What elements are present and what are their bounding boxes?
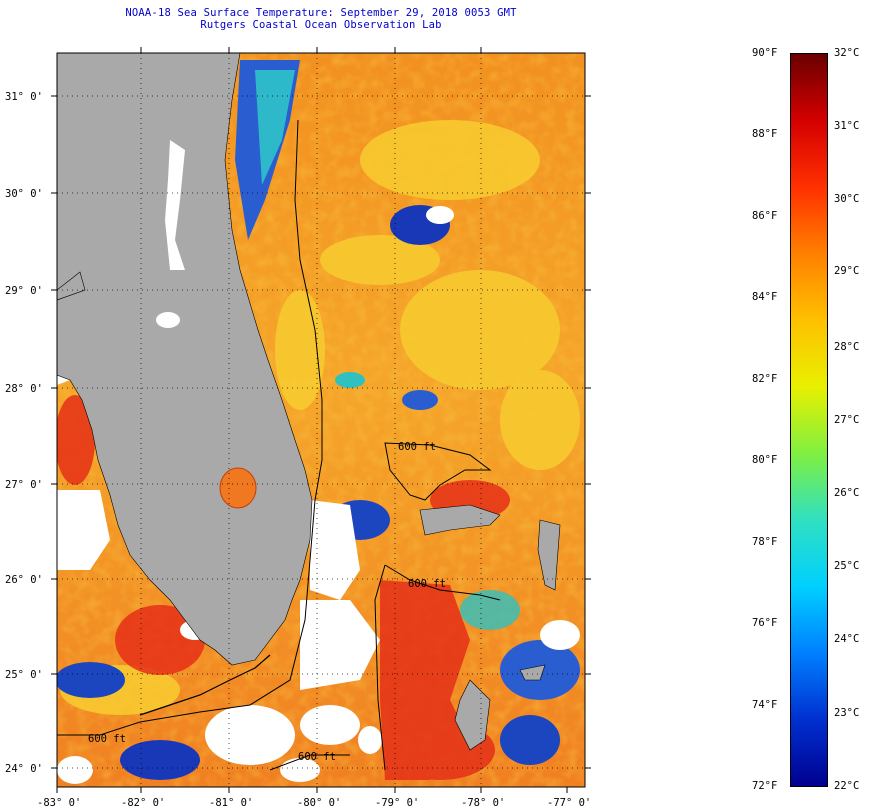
longitude-labels: -83° 0' -82° 0' -81° 0' -80° 0' -79° 0' … <box>37 797 591 809</box>
lake-okeechobee <box>219 467 257 509</box>
map-frame <box>56 52 586 788</box>
contour-label: 600 ft <box>298 751 336 763</box>
celsius-label: 26°C <box>834 487 860 499</box>
lon-tick-label: -78° 0' <box>461 797 505 809</box>
celsius-label: 32°C <box>834 47 860 59</box>
celsius-label: 25°C <box>834 560 860 572</box>
lon-tick-label: -77° 0' <box>547 797 591 809</box>
lon-tick-label: -79° 0' <box>375 797 419 809</box>
fahrenheit-label: 72°F <box>752 780 778 792</box>
fahrenheit-label: 80°F <box>752 454 778 466</box>
celsius-label: 30°C <box>834 193 860 205</box>
florida-keys <box>139 654 271 716</box>
celsius-label: 29°C <box>834 265 860 277</box>
frame-ticks <box>51 47 591 793</box>
contour-label: 600 ft <box>398 441 436 453</box>
fahrenheit-label: 76°F <box>752 617 778 629</box>
celsius-label: 28°C <box>834 341 860 353</box>
fahrenheit-label: 82°F <box>752 373 778 385</box>
florida-land <box>57 53 313 666</box>
lat-tick-label: 26° 0' <box>5 574 43 586</box>
celsius-label: 22°C <box>834 780 860 792</box>
map-plot-area <box>57 53 585 787</box>
fahrenheit-label: 84°F <box>752 291 778 303</box>
lat-tick-label: 25° 0' <box>5 669 43 681</box>
lat-tick-label: 28° 0' <box>5 383 43 395</box>
graticule <box>57 53 585 787</box>
lat-tick-label: 30° 0' <box>5 188 43 200</box>
contour-label: 600 ft <box>88 733 126 745</box>
depth-contours <box>57 119 501 771</box>
celsius-label: 31°C <box>834 120 860 132</box>
contour-label: 600 ft <box>408 578 446 590</box>
inland-clouds <box>156 140 185 328</box>
map-subtitle: Rutgers Coastal Ocean Observation Lab <box>200 19 442 31</box>
lat-tick-label: 29° 0' <box>5 285 43 297</box>
temperature-colorbar <box>790 53 828 787</box>
lat-tick-label: 31° 0' <box>5 91 43 103</box>
bahamas-land <box>419 504 561 751</box>
cold-water-patches <box>57 60 580 780</box>
contour-label-group: 600 ft 600 ft 600 ft 600 ft <box>88 441 446 763</box>
lon-tick-label: -80° 0' <box>297 797 341 809</box>
fahrenheit-label: 74°F <box>752 699 778 711</box>
lon-tick-label: -81° 0' <box>209 797 253 809</box>
latitude-labels: 31° 0' 30° 0' 29° 0' 28° 0' 27° 0' 26° 0… <box>5 91 43 775</box>
fahrenheit-label: 86°F <box>752 210 778 222</box>
mild-water-patches <box>60 120 580 715</box>
celsius-label: 24°C <box>834 633 860 645</box>
celsius-label: 23°C <box>834 707 860 719</box>
fahrenheit-label: 78°F <box>752 536 778 548</box>
fahrenheit-label: 88°F <box>752 128 778 140</box>
celsius-label: 27°C <box>834 414 860 426</box>
lat-tick-label: 27° 0' <box>5 479 43 491</box>
map-title: NOAA-18 Sea Surface Temperature: Septemb… <box>125 7 517 19</box>
fahrenheit-label: 90°F <box>752 47 778 59</box>
lat-tick-label: 24° 0' <box>5 763 43 775</box>
lon-tick-label: -83° 0' <box>37 797 81 809</box>
lon-tick-label: -82° 0' <box>121 797 165 809</box>
